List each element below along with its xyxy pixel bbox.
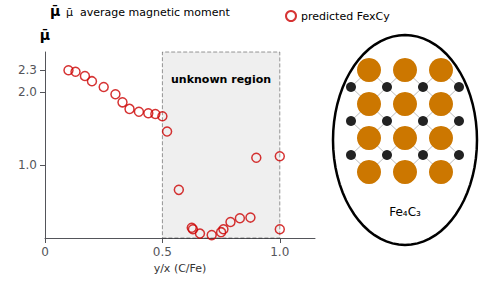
- svg-text:y/x (C/Fe): y/x (C/Fe): [154, 262, 207, 275]
- svg-text:0.5: 0.5: [153, 245, 172, 259]
- svg-text:2.3: 2.3: [18, 63, 37, 77]
- svg-text:μ̄: μ̄: [50, 3, 60, 19]
- svg-text:μ̄: μ̄: [40, 27, 50, 43]
- svg-text:Fe₄C₃: Fe₄C₃: [389, 205, 421, 219]
- svg-text:2.0: 2.0: [18, 85, 37, 99]
- svg-text:predicted FexCy: predicted FexCy: [301, 10, 390, 23]
- svg-text:0: 0: [41, 245, 49, 259]
- svg-text:1.0: 1.0: [270, 245, 289, 259]
- svg-text:μ̄ average magnetic moment: μ̄ average magnetic moment: [66, 6, 231, 19]
- svg-text:unknown region: unknown region: [171, 73, 271, 86]
- svg-text:1.0: 1.0: [18, 158, 37, 172]
